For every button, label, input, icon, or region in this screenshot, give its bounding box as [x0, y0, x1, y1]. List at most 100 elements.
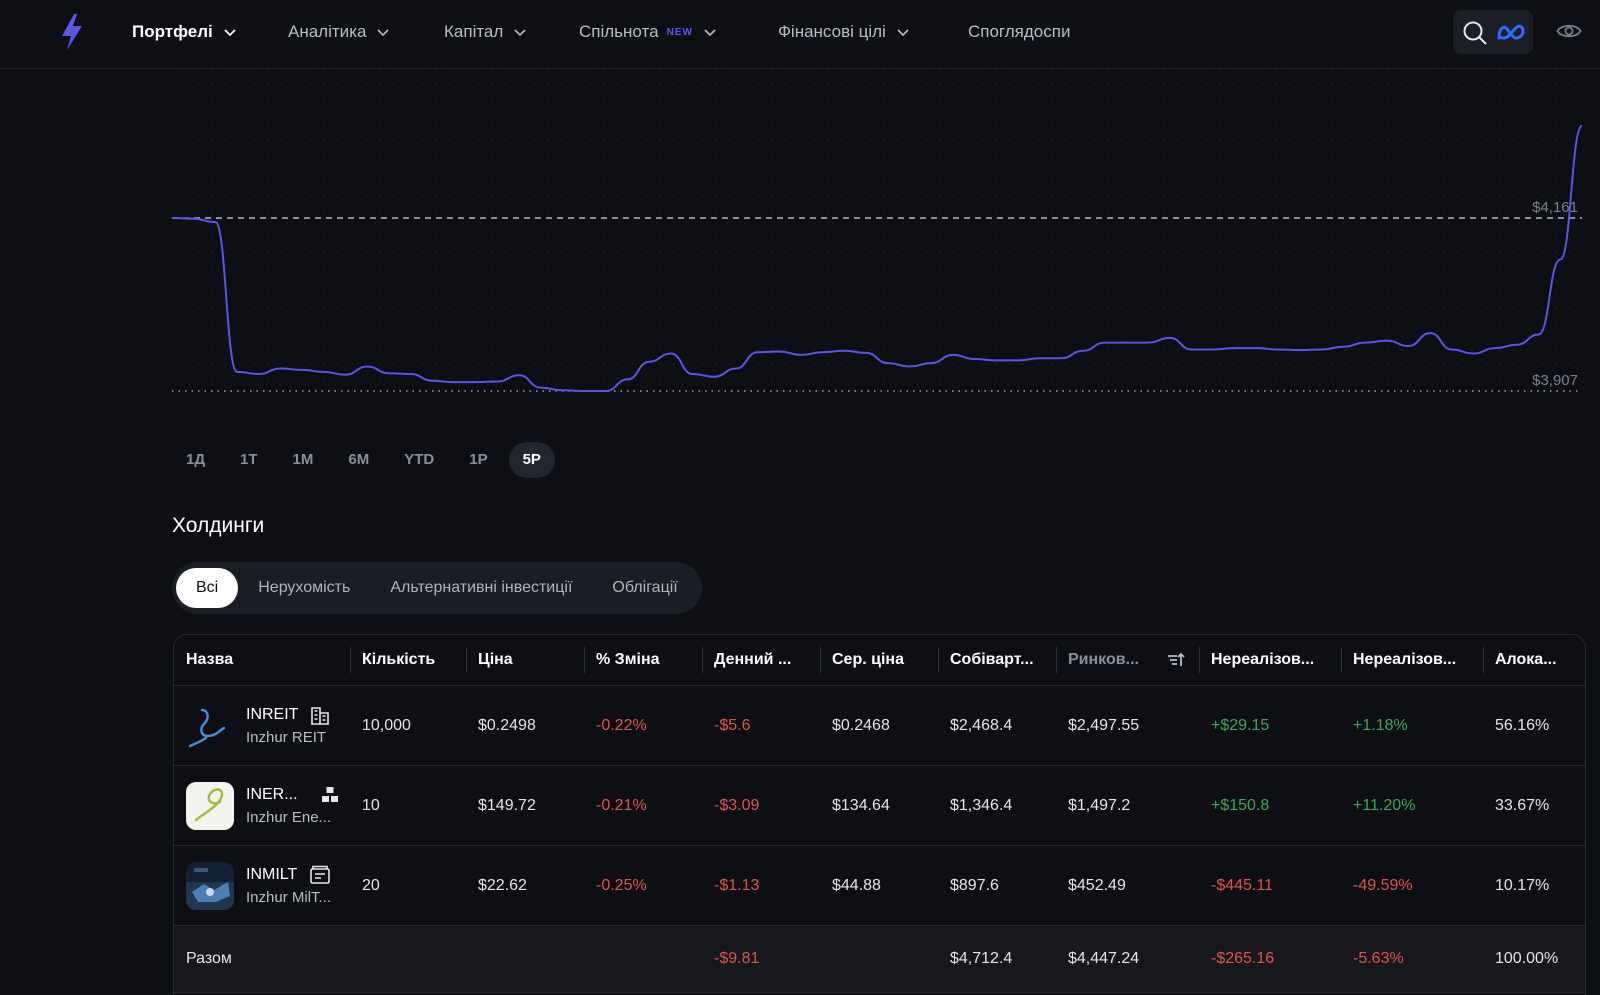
asset-ticker: INER...	[246, 786, 298, 803]
inergy-logo	[186, 781, 234, 830]
avg-price-cell: $44.88	[820, 845, 938, 926]
nav-item-analytics[interactable]: Аналітика	[288, 20, 390, 44]
portfolio-value-chart: $4,161 $3,907	[171, 68, 1583, 398]
column-header-allocation[interactable]: Алока...	[1483, 635, 1585, 686]
column-header-market-value-label: Ринков...	[1068, 651, 1139, 668]
holdings-table: Назва Кількість Ціна % Зміна Денний ... …	[173, 634, 1586, 995]
table-total-row: Разом -$9.81 $4,712.4 $4,447.24 -$265.16…	[174, 925, 1585, 993]
period-1m[interactable]: 1М	[292, 451, 314, 468]
chart-grid	[172, 68, 1582, 398]
total-cost-cell: $4,712.4	[938, 925, 1056, 993]
pct-change-cell: -0.22%	[584, 685, 702, 766]
empty-cell	[350, 925, 466, 993]
column-header-unrealized[interactable]: Нереалізов...	[1199, 635, 1341, 686]
sort-icon[interactable]	[1167, 651, 1185, 669]
avg-price-cell: $134.64	[820, 765, 938, 846]
asset-ticker: INMILT	[246, 866, 298, 883]
tab-alternative-investments[interactable]: Альтернативні інвестиції	[390, 579, 573, 596]
table-header-row: Назва Кількість Ціна % Зміна Денний ... …	[174, 635, 1585, 686]
column-header-price[interactable]: Ціна	[466, 635, 584, 686]
cost-cell: $1,346.4	[938, 765, 1056, 846]
period-1w[interactable]: 1Т	[240, 451, 258, 468]
column-header-avg-price[interactable]: Сер. ціна	[820, 635, 938, 686]
avg-price-cell: $0.2468	[820, 685, 938, 766]
column-header-daily[interactable]: Денний ...	[702, 635, 820, 686]
daily-change-cell: -$3.09	[702, 765, 820, 846]
top-navigation: Портфелі Аналітика Капітал Спільнота NEW…	[0, 0, 1600, 69]
period-1d[interactable]: 1Д	[186, 451, 206, 468]
column-header-pct-change[interactable]: % Зміна	[584, 635, 702, 686]
unrealized-pct-cell: +11.20%	[1341, 765, 1483, 846]
column-header-market-value[interactable]: Ринков...	[1056, 635, 1199, 686]
chevron-down-icon	[224, 29, 236, 37]
max-value-label: $4,161	[1532, 199, 1578, 216]
allocation-cell: 10.17%	[1483, 845, 1585, 926]
tab-real-estate[interactable]: Нерухомість	[258, 579, 351, 596]
price-cell: $149.72	[466, 765, 584, 846]
column-header-name[interactable]: Назва	[174, 635, 350, 686]
nav-item-observers[interactable]: Споглядоспи	[968, 20, 1070, 44]
portfolio-value-line	[171, 125, 1583, 392]
lightning-logo-icon[interactable]	[58, 12, 86, 52]
market-value-cell: $1,497.2	[1056, 765, 1199, 846]
asset-cell: INREIT Inzhur REIT	[174, 685, 350, 766]
period-1y[interactable]: 1Р	[469, 451, 488, 468]
tab-all[interactable]: Всі	[176, 568, 239, 608]
asset-cell: INMILT Inzhur MilT...	[174, 845, 350, 926]
daily-change-cell: -$1.13	[702, 845, 820, 926]
total-unrealized-pct-cell: -5.63%	[1341, 925, 1483, 993]
tab-bonds[interactable]: Облігації	[612, 579, 678, 596]
nav-item-financial-goals[interactable]: Фінансові цілі	[778, 20, 910, 44]
chevron-down-icon	[514, 29, 526, 37]
period-6m[interactable]: 6М	[348, 451, 370, 468]
table-row[interactable]: INMILT Inzhur MilT... 20 $22.62 -0.25%	[174, 845, 1585, 926]
nav-item-label: Спільнота	[579, 22, 659, 41]
pct-change-cell: -0.21%	[584, 765, 702, 846]
table-row[interactable]: INREIT Inzhur REIT 10,000 $0.2498 -0.22%	[174, 685, 1585, 766]
nav-item-portfolios[interactable]: Портфелі	[132, 20, 237, 44]
unrealized-cell: +$29.15	[1199, 685, 1341, 766]
total-unrealized-cell: -$265.16	[1199, 925, 1341, 993]
column-header-cost[interactable]: Собіварт...	[938, 635, 1056, 686]
daily-change-cell: -$5.6	[702, 685, 820, 766]
period-ytd[interactable]: YTD	[404, 451, 435, 468]
total-market-cell: $4,447.24	[1056, 925, 1199, 993]
empty-cell	[820, 925, 938, 993]
total-daily-cell: -$9.81	[702, 925, 820, 993]
inmilt-logo	[186, 861, 234, 910]
allocation-cell: 56.16%	[1483, 685, 1585, 766]
total-label: Разом	[174, 925, 350, 993]
boxes-icon	[321, 787, 338, 802]
nav-item-community[interactable]: Спільнота NEW	[579, 20, 717, 44]
cost-cell: $2,468.4	[938, 685, 1056, 766]
building-icon	[311, 707, 330, 725]
column-header-unrealized-pct[interactable]: Нереалізов...	[1341, 635, 1483, 686]
cost-cell: $897.6	[938, 845, 1056, 926]
toolbar-icon-group	[1453, 10, 1533, 54]
column-header-quantity[interactable]: Кількість	[350, 635, 466, 686]
holdings-title: Холдинги	[172, 514, 265, 537]
new-badge: NEW	[666, 26, 693, 38]
nav-item-label: Споглядоспи	[968, 22, 1071, 41]
receipt-icon	[310, 865, 331, 884]
quantity-cell: 10,000	[350, 685, 466, 766]
nav-item-label: Портфелі	[132, 22, 213, 41]
nav-item-label: Аналітика	[288, 22, 367, 41]
search-icon[interactable]	[1462, 20, 1488, 46]
asset-name: Inzhur Ene...	[246, 809, 332, 826]
holdings-filter-tabs: Всі Нерухомість Альтернативні інвестиції…	[172, 562, 702, 614]
unrealized-pct-cell: +1.18%	[1341, 685, 1483, 766]
table-row[interactable]: INER... Inzhur Ene... 10 $149.7	[174, 765, 1585, 846]
market-value-cell: $2,497.55	[1056, 685, 1199, 766]
asset-name: Inzhur REIT	[246, 729, 327, 746]
min-value-label: $3,907	[1532, 372, 1578, 389]
chevron-down-icon	[377, 29, 390, 37]
unrealized-pct-cell: -49.59%	[1341, 845, 1483, 926]
meta-icon[interactable]	[1496, 23, 1526, 41]
nav-item-capital[interactable]: Капітал	[444, 20, 527, 44]
period-selector: 1Д 1Т 1М 6М YTD 1Р 5Р	[172, 441, 562, 479]
eye-icon[interactable]	[1556, 20, 1582, 42]
chevron-down-icon	[704, 29, 716, 37]
period-5y[interactable]: 5Р	[508, 442, 555, 478]
inreit-logo	[186, 701, 234, 750]
